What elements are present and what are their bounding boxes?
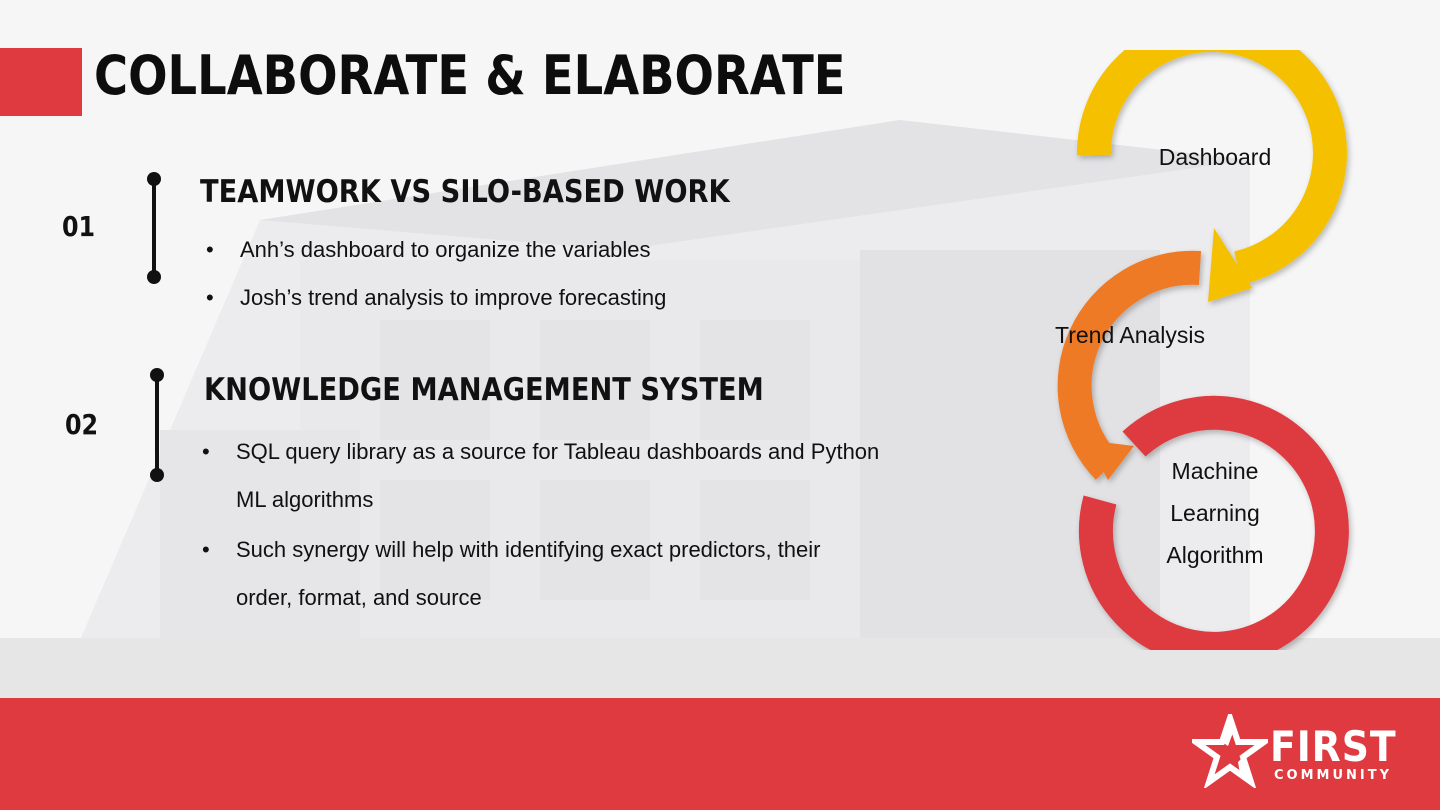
machine-learning-arrow <box>1078 395 1349 666</box>
logo-name: FIRST <box>1270 722 1397 771</box>
process-cycle-diagram: Dashboard Trend Analysis Machine Learnin… <box>990 17 1370 666</box>
first-community-logo: FIRST COMMUNITY <box>1186 708 1412 790</box>
star-mark-icon <box>1186 708 1274 790</box>
timeline-connector <box>146 172 162 284</box>
cycle-label-trend-analysis: Trend Analysis <box>1055 322 1205 348</box>
cycle-label-dashboard: Dashboard <box>1158 144 1272 170</box>
bullet-text: Anh’s dashboard to organize the variable… <box>240 237 651 262</box>
section-heading: KNOWLEDGE MANAGEMENT SYSTEM <box>204 372 764 408</box>
bullet-icon: • <box>206 237 214 262</box>
cycle-label-machine-learning: Machine Learning Algorithm <box>1166 458 1264 568</box>
list-item: • SQL query library as a source for Tabl… <box>202 428 882 524</box>
list-item: • Such synergy will help with identifyin… <box>202 526 882 622</box>
bullet-text: Josh’s trend analysis to improve forecas… <box>240 285 667 310</box>
dashboard-arrow <box>1076 17 1347 302</box>
cycle-arrows <box>1057 17 1349 666</box>
title-accent-bar <box>0 48 82 116</box>
bullet-icon: • <box>202 537 210 562</box>
list-item: • Josh’s trend analysis to improve forec… <box>206 284 826 312</box>
bullet-icon: • <box>202 439 210 464</box>
bullet-list: • Anh’s dashboard to organize the variab… <box>206 236 826 312</box>
section-number: 02 <box>65 408 99 441</box>
bullet-icon: • <box>206 285 214 310</box>
logo-subtitle: COMMUNITY <box>1274 768 1393 783</box>
timeline-connector <box>149 368 165 482</box>
slide-title: COLLABORATE & ELABORATE <box>94 44 846 107</box>
bullet-text: Such synergy will help with identifying … <box>236 537 821 610</box>
list-item: • Anh’s dashboard to organize the variab… <box>206 236 826 284</box>
trend-analysis-arrow <box>1057 250 1202 480</box>
section-heading: TEAMWORK VS SILO-BASED WORK <box>200 174 730 210</box>
footer-bar <box>0 698 1440 810</box>
bullet-text: SQL query library as a source for Tablea… <box>236 439 880 512</box>
section-number: 01 <box>62 210 96 243</box>
bullet-list: • SQL query library as a source for Tabl… <box>202 428 882 622</box>
